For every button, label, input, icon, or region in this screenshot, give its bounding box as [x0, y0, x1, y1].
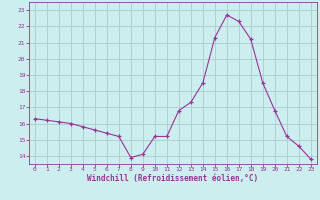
X-axis label: Windchill (Refroidissement éolien,°C): Windchill (Refroidissement éolien,°C) [87, 174, 258, 183]
